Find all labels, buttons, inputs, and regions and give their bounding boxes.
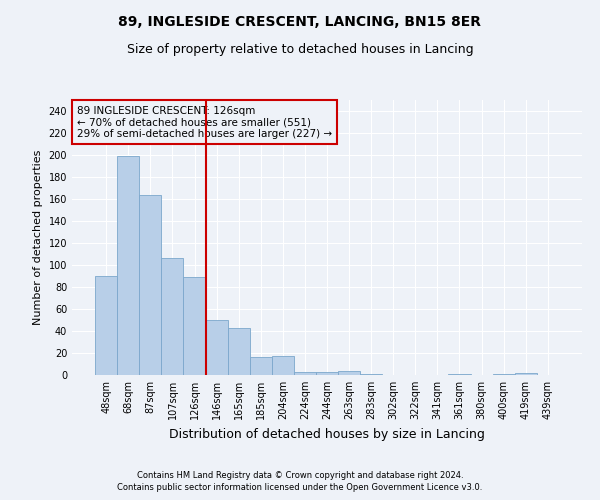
Bar xyxy=(139,194,161,375)
Text: Size of property relative to detached houses in Lancing: Size of property relative to detached ho… xyxy=(127,42,473,56)
Bar xyxy=(206,320,227,375)
Y-axis label: Number of detached properties: Number of detached properties xyxy=(33,150,43,325)
Bar xyxy=(272,356,294,375)
Bar xyxy=(338,370,360,375)
Bar xyxy=(515,373,537,375)
X-axis label: Distribution of detached houses by size in Lancing: Distribution of detached houses by size … xyxy=(169,428,485,440)
Text: 89, INGLESIDE CRESCENT, LANCING, BN15 8ER: 89, INGLESIDE CRESCENT, LANCING, BN15 8E… xyxy=(119,15,482,29)
Bar xyxy=(95,276,117,375)
Text: 89 INGLESIDE CRESCENT: 126sqm
← 70% of detached houses are smaller (551)
29% of : 89 INGLESIDE CRESCENT: 126sqm ← 70% of d… xyxy=(77,106,332,138)
Text: Contains public sector information licensed under the Open Government Licence v3: Contains public sector information licen… xyxy=(118,484,482,492)
Bar xyxy=(360,374,382,375)
Bar xyxy=(493,374,515,375)
Bar xyxy=(448,374,470,375)
Bar xyxy=(161,258,184,375)
Bar xyxy=(294,372,316,375)
Bar xyxy=(117,156,139,375)
Text: Contains HM Land Registry data © Crown copyright and database right 2024.: Contains HM Land Registry data © Crown c… xyxy=(137,471,463,480)
Bar xyxy=(250,358,272,375)
Bar xyxy=(316,372,338,375)
Bar xyxy=(184,277,206,375)
Bar xyxy=(227,328,250,375)
